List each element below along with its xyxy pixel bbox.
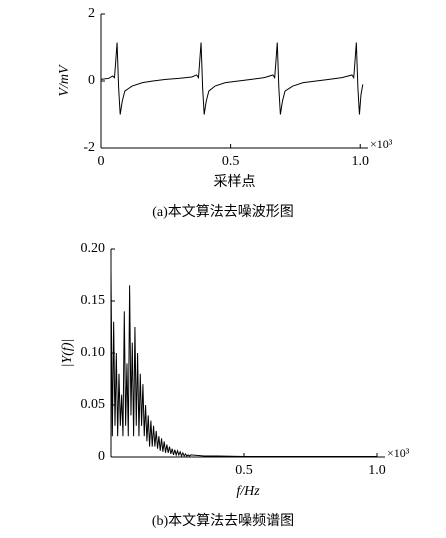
y-tick-label: 0.05 [81, 397, 106, 412]
y-tick-label: -2 [83, 140, 95, 155]
x-axis-label: 采样点 [214, 174, 256, 190]
caption: (b)本文算法去噪频谱图 [152, 513, 294, 529]
data-line [100, 42, 364, 115]
x-tick-label: 0.5 [235, 463, 253, 478]
x-multiplier: ×10³ [370, 137, 393, 151]
x-tick-label: 0 [98, 154, 105, 169]
y-axis-label: |Y(f)| [60, 339, 75, 368]
x-tick-label: 0.5 [222, 154, 240, 169]
y-tick-label: 0 [98, 449, 105, 464]
x-tick-label: 1.0 [368, 463, 386, 478]
y-tick-label: 2 [88, 6, 95, 21]
y-tick-label: 0.20 [81, 241, 106, 256]
x-axis-label: f/Hz [236, 484, 260, 499]
x-multiplier: ×10³ [387, 446, 410, 460]
x-tick-label: 1.0 [351, 154, 369, 169]
y-tick-label: 0.15 [81, 293, 106, 308]
y-tick-label: 0.10 [81, 345, 106, 360]
caption: (a)本文算法去噪波形图 [152, 204, 294, 220]
y-tick-label: 0 [88, 73, 95, 88]
data-line [110, 269, 378, 458]
y-axis-label: V/mV [57, 64, 72, 97]
